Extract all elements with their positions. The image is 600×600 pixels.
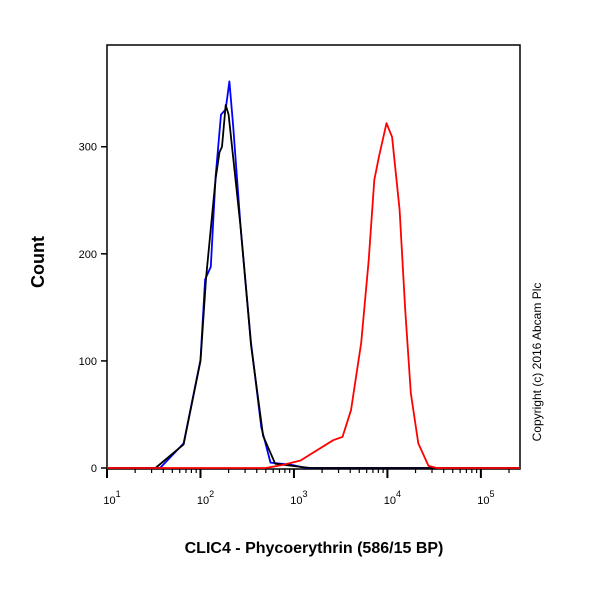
y-tick-label: 300	[79, 142, 97, 154]
series-group	[107, 80, 520, 469]
y-tick-label: 0	[91, 463, 97, 475]
x-tick-label: 105	[477, 489, 494, 507]
series-line-1	[107, 104, 520, 469]
x-tick-label: 104	[384, 489, 401, 507]
copyright-text: Copyright (c) 2016 Abcam Plc	[530, 283, 544, 442]
y-tick-label: 100	[79, 356, 97, 368]
y-axis-label: Count	[28, 236, 48, 288]
series-line-0	[107, 80, 520, 469]
series-line-2	[107, 122, 520, 469]
axes-group: 101 102 103 104 105 0 100 200 300	[79, 142, 510, 507]
plot-frame	[106, 44, 521, 470]
x-tick-label: 102	[197, 489, 214, 507]
x-axis-label: CLIC4 - Phycoerythrin (586/15 BP)	[185, 540, 444, 557]
x-tick-label: 103	[290, 489, 307, 507]
y-tick-label: 200	[79, 249, 97, 261]
x-tick-label: 101	[103, 489, 120, 507]
